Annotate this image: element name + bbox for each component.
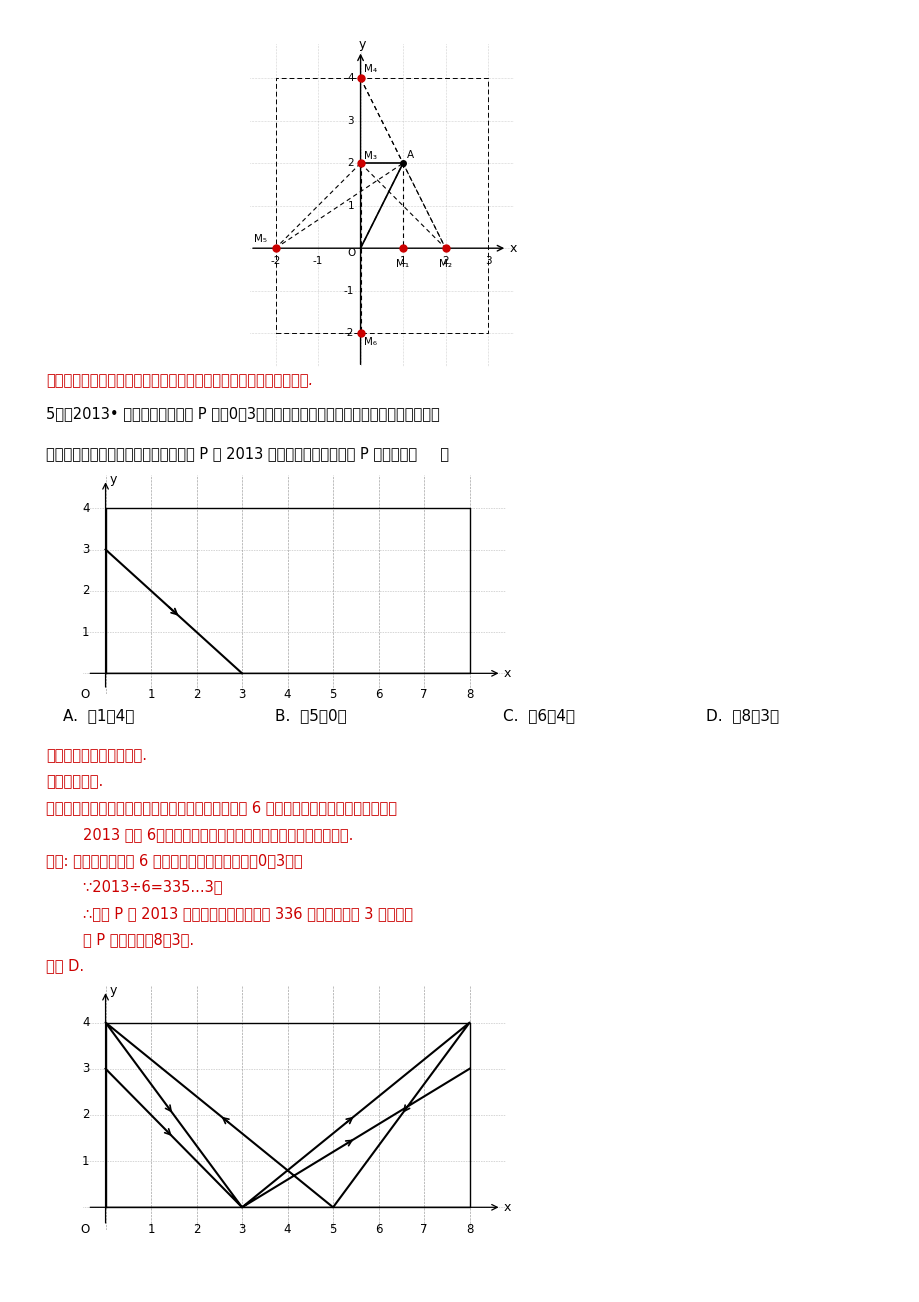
Text: 7: 7 bbox=[420, 687, 427, 700]
Text: 2: 2 bbox=[82, 585, 89, 598]
Text: 3: 3 bbox=[238, 1224, 245, 1237]
Text: -2: -2 bbox=[344, 328, 354, 339]
Text: 故选 D.: 故选 D. bbox=[46, 958, 84, 974]
Text: 4: 4 bbox=[82, 1016, 89, 1029]
Text: 1: 1 bbox=[147, 687, 154, 700]
Text: 1: 1 bbox=[347, 201, 354, 211]
Text: y: y bbox=[110, 473, 118, 486]
Text: 8: 8 bbox=[465, 687, 472, 700]
Text: 5: 5 bbox=[329, 1224, 336, 1237]
Text: O: O bbox=[80, 1224, 89, 1237]
Text: -1: -1 bbox=[344, 285, 354, 296]
Text: 4: 4 bbox=[284, 687, 291, 700]
Text: O: O bbox=[80, 687, 89, 700]
Text: 分析：根据反射角与入射角的定义作出图形，可知每 6 次反弹为一个循环组依次循环，用: 分析：根据反射角与入射角的定义作出图形，可知每 6 次反弹为一个循环组依次循环，… bbox=[46, 801, 397, 815]
Text: M₂: M₂ bbox=[438, 259, 451, 268]
Text: -2: -2 bbox=[270, 256, 280, 266]
Text: M₁: M₁ bbox=[396, 259, 409, 268]
Text: 3: 3 bbox=[238, 687, 245, 700]
Text: 2013 除以 6，根据商和余数的情况确定所对应的点的坐标即可.: 2013 除以 6，根据商和余数的情况确定所对应的点的坐标即可. bbox=[46, 827, 353, 842]
Text: 2: 2 bbox=[82, 1108, 89, 1121]
Text: 2: 2 bbox=[193, 687, 200, 700]
Text: 3: 3 bbox=[347, 116, 354, 126]
Text: M₅: M₅ bbox=[254, 234, 267, 243]
Text: x: x bbox=[509, 242, 516, 255]
Text: 6: 6 bbox=[374, 687, 382, 700]
Text: 5、（2013• 德州）如图，动点 P 从（0，3）出发，沿所示方向运动，每当碰到矩形的边时: 5、（2013• 德州）如图，动点 P 从（0，3）出发，沿所示方向运动，每当碰… bbox=[46, 406, 439, 421]
Text: 反弹，反弹时反射角等于入射角，当点 P 第 2013 次碰到矩形的边时，点 P 的坐标为（     ）: 反弹，反弹时反射角等于入射角，当点 P 第 2013 次碰到矩形的边时，点 P … bbox=[46, 447, 448, 461]
Text: A.  （1，4）: A. （1，4） bbox=[62, 708, 134, 724]
Text: 3: 3 bbox=[82, 543, 89, 556]
Text: M₄: M₄ bbox=[364, 64, 377, 74]
Text: 点评：本题考查了等腰三角形的判定，利用数形结合求解更形象直观.: 点评：本题考查了等腰三角形的判定，利用数形结合求解更形象直观. bbox=[46, 374, 312, 388]
Text: y: y bbox=[358, 38, 366, 51]
Text: 1: 1 bbox=[399, 256, 406, 266]
Text: D.  （8，3）: D. （8，3） bbox=[706, 708, 778, 724]
Text: 考点：规律型：点的坐标.: 考点：规律型：点的坐标. bbox=[46, 747, 147, 763]
Text: C.  （6，4）: C. （6，4） bbox=[503, 708, 574, 724]
Text: 2: 2 bbox=[193, 1224, 200, 1237]
Text: -1: -1 bbox=[312, 256, 323, 266]
Text: 4: 4 bbox=[284, 1224, 291, 1237]
Text: 1: 1 bbox=[82, 1155, 89, 1168]
Text: M₃: M₃ bbox=[364, 151, 377, 161]
Text: A: A bbox=[406, 150, 414, 160]
Text: x: x bbox=[504, 667, 511, 680]
Text: 点 P 的坐标为（8，3）.: 点 P 的坐标为（8，3）. bbox=[46, 932, 194, 947]
Text: 2: 2 bbox=[442, 256, 448, 266]
Text: y: y bbox=[110, 984, 118, 997]
Text: 1: 1 bbox=[147, 1224, 154, 1237]
Text: O: O bbox=[346, 249, 355, 258]
Text: 5: 5 bbox=[329, 687, 336, 700]
Text: 8: 8 bbox=[465, 1224, 472, 1237]
Text: 6: 6 bbox=[374, 1224, 382, 1237]
Text: B.  （5，0）: B. （5，0） bbox=[274, 708, 346, 724]
Text: x: x bbox=[504, 1200, 511, 1213]
Text: 2: 2 bbox=[347, 159, 354, 168]
Text: ∴当点 P 第 2013 次碰到矩形的边时为第 336 个循环组的第 3 次反弹，: ∴当点 P 第 2013 次碰到矩形的边时为第 336 个循环组的第 3 次反弹… bbox=[46, 906, 413, 921]
Text: 解答: 解：如图，经过 6 次反弹后动点回到出发点（0，3），: 解答: 解：如图，经过 6 次反弹后动点回到出发点（0，3）， bbox=[46, 853, 302, 868]
Text: M₆: M₆ bbox=[364, 337, 377, 348]
Text: 专题：规律型.: 专题：规律型. bbox=[46, 775, 103, 789]
Text: 4: 4 bbox=[82, 501, 89, 514]
Text: 3: 3 bbox=[484, 256, 491, 266]
Text: 7: 7 bbox=[420, 1224, 427, 1237]
Text: 3: 3 bbox=[82, 1062, 89, 1075]
Text: ∵2013÷6=335...3，: ∵2013÷6=335...3， bbox=[46, 879, 222, 894]
Text: 1: 1 bbox=[82, 625, 89, 638]
Text: 4: 4 bbox=[347, 73, 354, 83]
